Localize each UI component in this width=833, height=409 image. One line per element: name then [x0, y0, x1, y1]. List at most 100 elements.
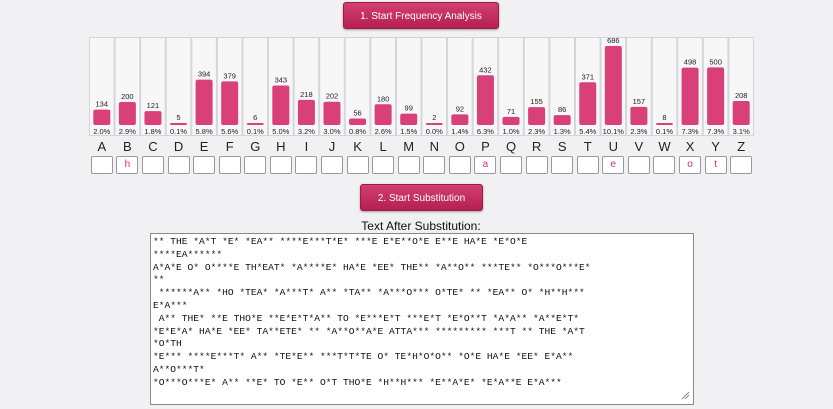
- cipher-letter-L: L: [379, 139, 387, 154]
- bar-value-label-R: 155: [530, 97, 543, 106]
- cipher-letter-M: M: [403, 139, 415, 154]
- bar-percent-label-Q: 1.0%: [502, 127, 519, 136]
- substitution-input-T[interactable]: [576, 156, 599, 174]
- text-line: *O***O***E* A** **E* TO *E** O*T THO*E *…: [153, 376, 562, 388]
- substitution-input-X[interactable]: o: [679, 156, 702, 174]
- bar-value-label-X: 498: [684, 58, 697, 67]
- bar-percent-label-P: 6.3%: [477, 127, 494, 136]
- cipher-letter-W: W: [658, 139, 671, 154]
- bar-percent-label-E: 5.8%: [196, 127, 213, 136]
- bar-E: [195, 79, 213, 125]
- substitution-input-N[interactable]: [423, 156, 446, 174]
- substitution-input-R[interactable]: [525, 156, 548, 174]
- bar-G: [246, 123, 264, 125]
- bar-percent-label-Z: 3.1%: [733, 127, 750, 136]
- bar-A: [93, 109, 111, 125]
- substituted-text-area[interactable]: ** THE *A*T *E* *EA** ****E***T*E* ***E …: [150, 233, 694, 405]
- substitution-input-Y[interactable]: t: [704, 156, 727, 174]
- bar-percent-label-C: 1.8%: [144, 127, 161, 136]
- bar-percent-label-G: 0.1%: [247, 127, 264, 136]
- bar-value-label-A: 134: [96, 100, 109, 109]
- text-line: ******A** *HO *TEA* *A***T* A** *TA** *A…: [153, 287, 585, 299]
- substitution-input-W[interactable]: [653, 156, 676, 174]
- cipher-letter-V: V: [634, 139, 644, 154]
- cipher-letter-Y: Y: [711, 139, 720, 154]
- cipher-letter-J: J: [328, 139, 336, 154]
- cipher-letter-K: K: [353, 139, 362, 154]
- cipher-letter-C: C: [148, 139, 158, 154]
- bar-value-label-T: 371: [581, 72, 594, 81]
- cipher-letter-N: N: [429, 139, 439, 154]
- substitution-input-P[interactable]: a: [474, 156, 497, 174]
- substitution-input-O[interactable]: [448, 156, 471, 174]
- bar-value-label-S: 86: [558, 105, 566, 114]
- substitution-input-I[interactable]: [295, 156, 318, 174]
- substitution-input-K[interactable]: [346, 156, 369, 174]
- bar-percent-label-N: 0.0%: [426, 127, 443, 136]
- bar-X: [681, 67, 699, 125]
- bar-percent-label-X: 7.3%: [682, 127, 699, 136]
- substitution-input-B[interactable]: h: [116, 156, 139, 174]
- bar-B: [118, 101, 136, 125]
- substitution-input-G[interactable]: [244, 156, 267, 174]
- text-after-substitution-label: Text After Substitution:: [361, 219, 481, 233]
- bar-Y: [707, 67, 725, 125]
- substitution-input-D[interactable]: [167, 156, 190, 174]
- substitution-input-C[interactable]: [141, 156, 164, 174]
- bar-I: [297, 99, 315, 125]
- bar-value-label-Z: 208: [735, 91, 748, 100]
- cipher-letter-G: G: [250, 139, 261, 154]
- substitution-input-E[interactable]: [193, 156, 216, 174]
- resize-grip-icon[interactable]: [681, 391, 690, 400]
- bar-percent-label-W: 0.1%: [656, 127, 673, 136]
- text-line: E*A***: [153, 299, 188, 311]
- substitution-input-S[interactable]: [551, 156, 574, 174]
- cipher-letter-D: D: [173, 139, 184, 154]
- substitution-input-U[interactable]: e: [602, 156, 625, 174]
- substitution-input-M[interactable]: [397, 156, 420, 174]
- substitution-input-Z[interactable]: [730, 156, 753, 174]
- bar-value-label-H: 343: [275, 76, 288, 85]
- bar-percent-label-L: 2.6%: [375, 127, 392, 136]
- bar-O: [451, 114, 469, 125]
- substitution-input-L[interactable]: [372, 156, 395, 174]
- cipher-letter-F: F: [225, 139, 234, 154]
- start-substitution-button[interactable]: 2. Start Substitution: [360, 184, 483, 211]
- bar-percent-label-O: 1.4%: [451, 127, 468, 136]
- bar-value-label-J: 202: [326, 92, 339, 101]
- bar-percent-label-M: 1.5%: [400, 127, 417, 136]
- cipher-letter-E: E: [199, 139, 209, 154]
- bar-U: [604, 46, 622, 125]
- bar-value-label-C: 121: [147, 101, 160, 110]
- bar-column-W: [651, 37, 678, 136]
- substitution-input-H[interactable]: [269, 156, 292, 174]
- text-line: *E*E*A* HA*E *EE* TA**ETE* ** *A**O**A*E…: [153, 325, 585, 337]
- cipher-letter-Z: Z: [737, 139, 746, 154]
- substitution-input-Q[interactable]: [500, 156, 523, 174]
- bar-N: [425, 123, 443, 125]
- bar-P: [476, 75, 494, 125]
- bar-percent-label-A: 2.0%: [93, 127, 110, 136]
- start-frequency-analysis-button[interactable]: 1. Start Frequency Analysis: [343, 2, 499, 29]
- text-line: A*A*E O* O****E TH*EAT* *A****E* HA*E *E…: [153, 261, 591, 273]
- bar-value-label-O: 92: [456, 104, 464, 113]
- bar-K: [349, 118, 367, 125]
- bar-M: [400, 113, 418, 125]
- bar-S: [553, 115, 571, 125]
- cipher-letter-O: O: [454, 139, 465, 154]
- substitution-input-A[interactable]: [90, 156, 113, 174]
- substitution-input-F[interactable]: [218, 156, 241, 174]
- substitution-input-V[interactable]: [627, 156, 650, 174]
- bar-value-label-F: 379: [223, 71, 236, 80]
- substitution-input-J[interactable]: [320, 156, 343, 174]
- text-line: A**O***T*: [153, 363, 205, 375]
- bar-value-label-Q: 71: [507, 107, 515, 116]
- bar-value-label-E: 394: [198, 70, 211, 79]
- bar-value-label-P: 432: [479, 65, 492, 74]
- bar-value-label-B: 200: [121, 92, 134, 101]
- text-line: **: [153, 274, 165, 286]
- bar-value-label-V: 157: [633, 97, 646, 106]
- text-line: A** THE* **E THO*E **E*E*T*A** TO *E***E…: [153, 312, 580, 324]
- bar-percent-label-U: 10.1%: [603, 127, 625, 136]
